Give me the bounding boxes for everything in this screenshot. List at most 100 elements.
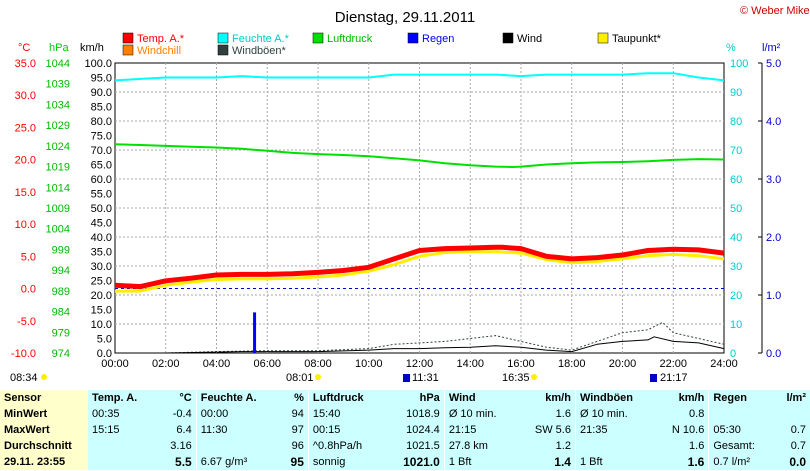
row-label: MaxWert: [0, 422, 88, 438]
legend-swatch: [502, 32, 514, 44]
table-cell: -0.4: [157, 406, 197, 422]
table-cell: Gesamt:: [708, 438, 775, 454]
wind-tick-label: 55.0: [91, 189, 112, 201]
wind-tick-label: 100.0: [84, 58, 112, 70]
wind-tick-label: 80.0: [91, 116, 112, 128]
max-temp-marker-icon: [650, 374, 657, 382]
table-header: km/h: [655, 390, 709, 406]
hum-tick-label: 10: [730, 319, 742, 331]
temp-tick-label: 20.0: [15, 155, 36, 167]
legend-label: Wind: [517, 33, 542, 45]
wind-tick-label: 95.0: [91, 73, 112, 85]
wind-tick-label: 25.0: [91, 276, 112, 288]
temp-tick-label: 10.0: [15, 219, 36, 231]
x-tick-label: 02:00: [152, 358, 180, 370]
table-cell: 21:35: [574, 422, 656, 438]
table-cell: 15:15: [88, 422, 158, 438]
table-cell: 96: [279, 438, 309, 454]
table-cell: 97: [279, 422, 309, 438]
sunrise-label: 08:01: [286, 372, 314, 384]
table-row: Durchschnitt 3.16 96 ^0.8hPa/h 1021.5 27…: [0, 438, 810, 454]
wind-tick-label: 40.0: [91, 232, 112, 244]
hum-tick-label: 0: [730, 348, 736, 360]
series-line-luftdruck: [114, 143, 725, 168]
chart-title: Dienstag, 29.11.2011: [335, 9, 475, 26]
table-cell: 5.5: [157, 454, 197, 470]
wind-tick-label: 30.0: [91, 261, 112, 273]
weather-chart: 00:00 02:00 04:00 06:00 08:00 10:00 12:00 14:00…: [10, 5, 810, 384]
temp-tick-label: 30.0: [15, 90, 36, 102]
table-header: Sensor: [0, 390, 88, 406]
hum-tick-label: 60: [730, 174, 742, 186]
legend-label: Windchill: [137, 45, 181, 57]
press-tick-label: 1039: [46, 79, 70, 91]
hum-tick-label: 40: [730, 232, 742, 244]
x-tick-label: 18:00: [558, 358, 586, 370]
table-header: °C: [157, 390, 197, 406]
press-tick-label: 979: [52, 327, 70, 339]
table-header: Temp. A.: [88, 390, 158, 406]
rain-tick-label: 4.0: [766, 116, 781, 128]
wind-tick-label: 65.0: [91, 160, 112, 172]
press-tick-label: 1029: [46, 120, 70, 132]
wind-tick-label: 0.0: [97, 348, 112, 360]
copyright-link[interactable]: © Weber Mike: [740, 5, 810, 17]
press-tick-label: 994: [52, 265, 70, 277]
legend-label: Feuchte A.*: [232, 33, 290, 45]
table-cell: 0.8: [655, 406, 709, 422]
press-tick-label: 984: [52, 307, 70, 319]
table-row-current: 29.11. 23:55 5.5 6.67 g/m³ 95 sonnig 102…: [0, 454, 810, 470]
table-cell: [195, 438, 280, 454]
sunrise-prev-label: 08:34: [10, 372, 38, 384]
x-tick-label: 12:00: [406, 358, 434, 370]
temp-tick-label: 35.0: [15, 58, 36, 70]
wind-tick-label: 10.0: [91, 319, 112, 331]
hum-tick-label: 30: [730, 261, 742, 273]
axes: 00:00 02:00 04:00 06:00 08:00 10:00 12:00 14:00…: [11, 58, 781, 370]
table-cell: 15:40: [307, 406, 386, 422]
table-cell: N 10.6: [655, 422, 709, 438]
table-cell: [774, 406, 810, 422]
table-header: km/h: [517, 390, 576, 406]
x-tick-label: 00:00: [101, 358, 129, 370]
table-cell: 11:30: [195, 422, 280, 438]
rain-bar: [253, 312, 257, 353]
sunrise-prev-icon: [41, 374, 47, 380]
legend: Temp. A.* Feuchte A.* Luftdruck Regen Wind Ta…: [122, 32, 662, 57]
table-cell: 27.8 km: [443, 438, 518, 454]
wind-axis-unit: km/h: [80, 42, 104, 54]
table-cell: 94: [279, 406, 309, 422]
temp-tick-label: 5.0: [21, 251, 36, 263]
x-tick-label: 04:00: [203, 358, 231, 370]
min-marker-label: 11:31: [412, 372, 439, 384]
wind-tick-label: 50.0: [91, 203, 112, 215]
row-label: 29.11. 23:55: [0, 454, 88, 470]
temp-tick-label: -5.0: [17, 316, 36, 328]
press-axis-unit: hPa: [49, 42, 69, 54]
legend-label: Temp. A.*: [137, 33, 185, 45]
legend-label: Windböen*: [232, 45, 287, 57]
table-cell: [88, 454, 158, 470]
table-cell: Ø 10 min.: [574, 406, 656, 422]
table-header: Windböen: [574, 390, 656, 406]
row-label: Durchschnitt: [0, 438, 88, 454]
press-tick-label: 974: [52, 348, 70, 360]
table-cell: 1018.9: [385, 406, 445, 422]
legend-label: Taupunkt*: [612, 33, 662, 45]
hum-tick-label: 20: [730, 290, 742, 302]
sunrise-icon: [315, 374, 321, 380]
series-line-feuchtea: [114, 72, 725, 82]
table-cell: 1024.4: [385, 422, 445, 438]
press-tick-label: 1024: [46, 141, 70, 153]
temp-tick-label: -10.0: [11, 348, 36, 360]
x-tick-label: 16:00: [507, 358, 535, 370]
table-header: Luftdruck: [307, 390, 386, 406]
wind-tick-label: 60.0: [91, 174, 112, 186]
series-line-tempa: [114, 244, 725, 290]
table-header: Feuchte A.: [195, 390, 280, 406]
wind-tick-label: 85.0: [91, 102, 112, 114]
legend-swatch: [312, 32, 324, 44]
table-cell: 1.2: [517, 438, 576, 454]
row-label: MinWert: [0, 406, 88, 422]
temp-tick-label: 25.0: [15, 122, 36, 134]
